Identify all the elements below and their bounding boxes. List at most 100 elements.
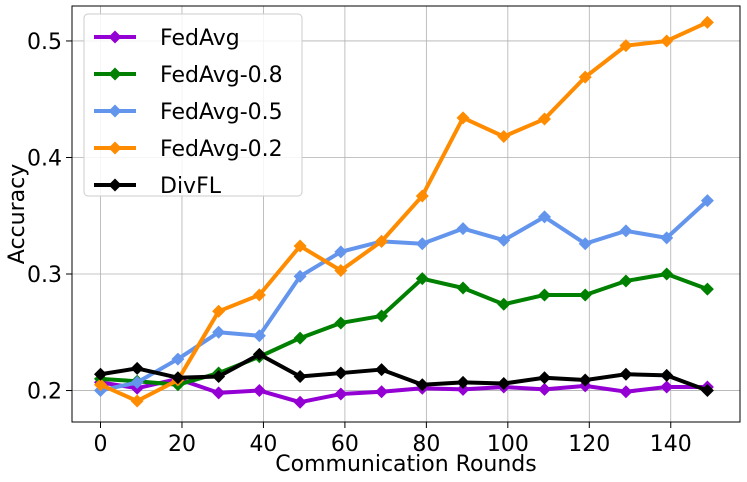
data-point [375, 309, 389, 323]
legend-entry-label: FedAvg [160, 26, 240, 51]
data-point [700, 15, 714, 29]
legend-swatch-marker [108, 67, 122, 81]
series-line [100, 272, 709, 387]
x-tick-label: 0 [94, 432, 108, 457]
data-point [537, 210, 551, 224]
series-line [100, 352, 709, 393]
data-point [537, 371, 551, 385]
data-point [660, 380, 674, 394]
x-tick-label: 100 [487, 432, 529, 457]
data-point [578, 70, 592, 84]
x-tick-label: 20 [168, 432, 196, 457]
data-point [334, 366, 348, 380]
legend-box [83, 13, 303, 197]
legend-entry-label: DivFL [160, 174, 222, 199]
series-fedavg-0-2 [94, 15, 714, 408]
data-point [293, 269, 307, 283]
data-point [334, 316, 348, 330]
data-point [334, 387, 348, 401]
data-point [293, 395, 307, 409]
data-point [619, 385, 633, 399]
x-axis-label: Communication Rounds [275, 452, 536, 477]
data-point [578, 373, 592, 387]
data-point [660, 368, 674, 382]
data-point [171, 371, 185, 385]
data-point [375, 363, 389, 377]
series-fedavg-0-8 [94, 267, 714, 392]
data-point [415, 272, 429, 286]
data-point [497, 233, 511, 247]
x-tick-label: 120 [568, 432, 610, 457]
data-point [497, 377, 511, 391]
x-tick-label: 60 [331, 432, 359, 457]
data-point [619, 224, 633, 238]
data-point [619, 274, 633, 288]
data-point [334, 245, 348, 259]
series-line [99, 20, 709, 404]
data-point [456, 382, 470, 396]
data-point [212, 325, 226, 339]
legend-entry-label: FedAvg-0.8 [160, 63, 283, 88]
data-point [660, 231, 674, 245]
data-point [293, 239, 307, 253]
data-point [252, 384, 266, 398]
data-point [700, 384, 714, 398]
data-point [130, 361, 144, 375]
data-point [252, 288, 266, 302]
data-point [252, 329, 266, 343]
y-tick-label: 0.4 [27, 146, 62, 171]
data-point [94, 378, 108, 392]
data-point [578, 237, 592, 251]
legend-swatch-marker [108, 104, 122, 118]
data-point [456, 375, 470, 389]
y-tick-label: 0.2 [27, 380, 62, 405]
data-point [415, 189, 429, 203]
x-tick-label: 80 [412, 432, 440, 457]
series-divfl [94, 347, 714, 398]
data-point [212, 370, 226, 384]
data-point [94, 367, 108, 381]
x-tick-label: 40 [249, 432, 277, 457]
data-point [497, 130, 511, 144]
data-point [415, 237, 429, 251]
data-point [334, 264, 348, 278]
data-point [660, 267, 674, 281]
series-line [100, 376, 708, 405]
data-point [537, 288, 551, 302]
data-point [375, 385, 389, 399]
x-tick-label: 140 [650, 432, 692, 457]
data-point [497, 297, 511, 311]
data-point [619, 39, 633, 53]
series-lines [94, 15, 714, 409]
legend-swatch-marker [108, 30, 122, 44]
legend: FedAvg FedAvg-0.8 FedAvg-0.5 FedAvg-0.2 DivF… [83, 13, 303, 199]
data-point [619, 367, 633, 381]
data-point [212, 386, 226, 400]
data-point [252, 347, 266, 361]
data-point [578, 288, 592, 302]
legend-swatch-marker [108, 178, 122, 192]
y-tick-label: 0.5 [27, 30, 62, 55]
data-point [660, 34, 674, 48]
y-axis-label: Accuracy [5, 164, 30, 264]
data-point [171, 352, 185, 366]
data-point [375, 234, 389, 248]
data-point [537, 112, 551, 126]
legend-swatch-marker [108, 141, 122, 155]
data-point [456, 222, 470, 236]
data-point [700, 282, 714, 296]
data-point [700, 194, 714, 208]
legend-entry-label: FedAvg-0.5 [160, 100, 283, 125]
legend-entry-label: FedAvg-0.2 [160, 137, 283, 162]
data-point [212, 304, 226, 318]
data-point [537, 382, 551, 396]
plot-frame [71, 5, 741, 423]
y-tick-label: 0.3 [27, 263, 62, 288]
data-point [130, 375, 144, 389]
axis-ticks: 0 20 40 60 80 100 120 140 0.2 0.3 0.4 0.5 [27, 30, 692, 457]
data-point [130, 394, 144, 408]
data-point [456, 111, 470, 125]
data-point [293, 370, 307, 384]
data-point [456, 281, 470, 295]
